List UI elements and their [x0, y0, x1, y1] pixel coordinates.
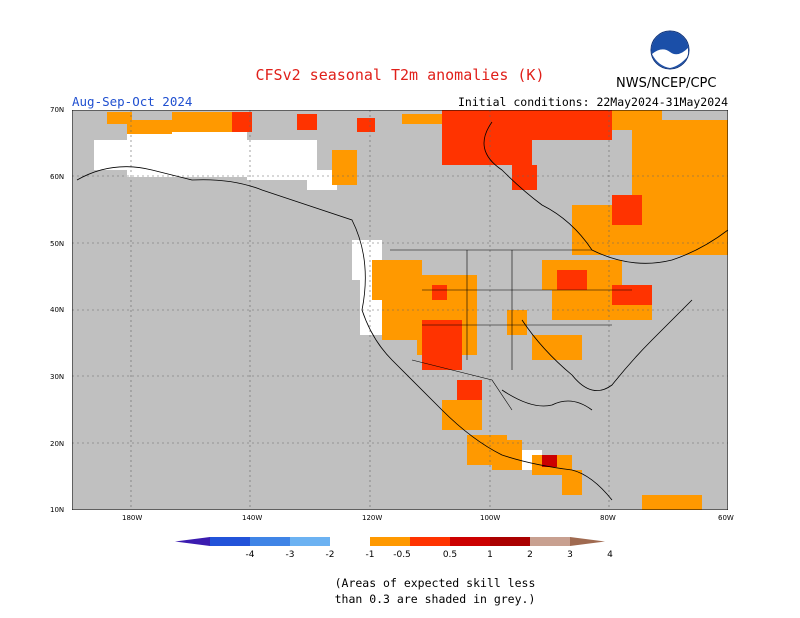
legend-tick-label: -1 — [366, 550, 375, 560]
footnote-line-2: than 0.3 are shaded in grey.) — [334, 592, 536, 606]
legend-swatch — [370, 537, 410, 546]
lon-label: 60W — [718, 514, 734, 522]
legend-tick-label: 3 — [567, 550, 573, 560]
arctic-warm-region — [107, 110, 728, 255]
borders — [390, 249, 632, 411]
legend-tick-label: -2 — [326, 550, 335, 560]
alaska-region — [94, 132, 337, 190]
legend-swatch — [490, 537, 530, 546]
legend-swatches — [175, 537, 605, 546]
legend-swatch — [410, 537, 450, 546]
lat-label: 60N — [50, 173, 65, 181]
coastlines — [76, 121, 728, 501]
legend-labels: -4 -3 -2 -1 -0.5 0.5 1 2 3 4 — [246, 550, 614, 560]
anomaly-map — [72, 110, 728, 510]
legend-tick-label: -3 — [286, 550, 295, 560]
lon-label: 140W — [242, 514, 263, 522]
legend-swatch — [210, 537, 250, 546]
legend-tick-label: 0.5 — [443, 550, 457, 560]
legend-swatch — [250, 537, 290, 546]
lat-label: 10N — [50, 506, 65, 514]
lat-label: 30N — [50, 373, 65, 381]
legend-tick-label: -0.5 — [393, 550, 411, 560]
legend-tick-label: -4 — [246, 550, 255, 560]
legend-tick-label: 1 — [487, 550, 493, 560]
skill-footnote: (Areas of expected skill less than 0.3 a… — [0, 575, 800, 607]
initial-conditions-label: Initial conditions: 22May2024-31May2024 — [457, 95, 728, 109]
lat-label: 20N — [50, 440, 65, 448]
legend-swatch — [530, 537, 570, 546]
legend-arrow-left — [175, 537, 210, 546]
legend-arrow-right — [570, 537, 605, 546]
graticule — [72, 110, 728, 510]
agency-label: NWS/NCEP/CPC — [616, 76, 717, 91]
lat-label: 50N — [50, 240, 65, 248]
legend-tick-label: 2 — [527, 550, 533, 560]
lon-label: 120W — [362, 514, 383, 522]
lat-label: 70N — [50, 106, 65, 114]
footnote-line-1: (Areas of expected skill less — [334, 576, 536, 590]
lon-label: 80W — [600, 514, 616, 522]
western-us-region — [352, 240, 507, 465]
color-legend: -4 -3 -2 -1 -0.5 0.5 1 2 3 4 — [175, 537, 614, 560]
chart-title: CFSv2 seasonal T2m anomalies (K) — [255, 66, 545, 84]
noaa-logo — [650, 30, 690, 70]
legend-swatch — [450, 537, 490, 546]
legend-swatch — [290, 537, 330, 546]
legend-swatch — [330, 537, 370, 546]
lon-label: 100W — [480, 514, 501, 522]
season-label: Aug-Sep-Oct 2024 — [72, 94, 193, 109]
legend-tick-label: 4 — [607, 550, 613, 560]
lon-label: 180W — [122, 514, 143, 522]
central-america-region — [492, 440, 702, 510]
lat-label: 40N — [50, 306, 65, 314]
